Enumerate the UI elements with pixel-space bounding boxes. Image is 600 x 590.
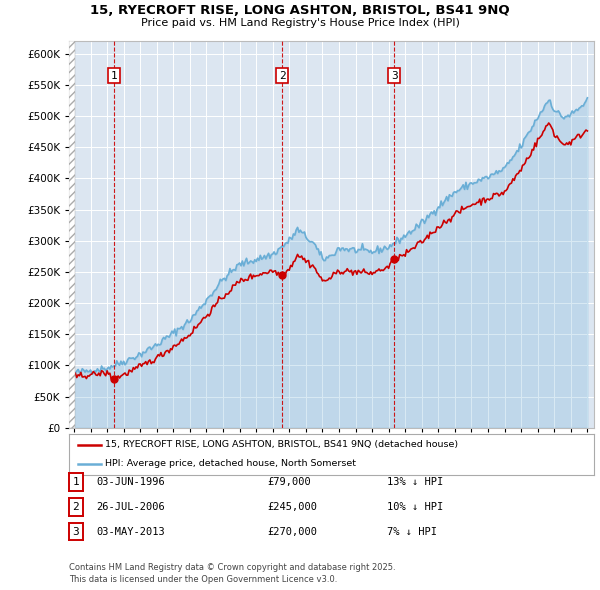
Text: HPI: Average price, detached house, North Somerset: HPI: Average price, detached house, Nort…	[105, 459, 356, 468]
Text: Contains HM Land Registry data © Crown copyright and database right 2025.
This d: Contains HM Land Registry data © Crown c…	[69, 563, 395, 584]
Text: 2: 2	[279, 71, 286, 81]
Text: £245,000: £245,000	[267, 502, 317, 512]
Text: 1: 1	[73, 477, 79, 487]
Text: 1: 1	[110, 71, 118, 81]
Text: 3: 3	[391, 71, 398, 81]
Text: 03-MAY-2013: 03-MAY-2013	[96, 527, 165, 536]
Text: Price paid vs. HM Land Registry's House Price Index (HPI): Price paid vs. HM Land Registry's House …	[140, 18, 460, 28]
Text: 15, RYECROFT RISE, LONG ASHTON, BRISTOL, BS41 9NQ: 15, RYECROFT RISE, LONG ASHTON, BRISTOL,…	[90, 4, 510, 17]
Text: 10% ↓ HPI: 10% ↓ HPI	[387, 502, 443, 512]
Text: 3: 3	[73, 527, 79, 536]
Text: 15, RYECROFT RISE, LONG ASHTON, BRISTOL, BS41 9NQ (detached house): 15, RYECROFT RISE, LONG ASHTON, BRISTOL,…	[105, 440, 458, 450]
Text: 7% ↓ HPI: 7% ↓ HPI	[387, 527, 437, 536]
Text: £79,000: £79,000	[267, 477, 311, 487]
Text: £270,000: £270,000	[267, 527, 317, 536]
Text: 2: 2	[73, 502, 79, 512]
Text: 03-JUN-1996: 03-JUN-1996	[96, 477, 165, 487]
Text: 26-JUL-2006: 26-JUL-2006	[96, 502, 165, 512]
Text: 13% ↓ HPI: 13% ↓ HPI	[387, 477, 443, 487]
